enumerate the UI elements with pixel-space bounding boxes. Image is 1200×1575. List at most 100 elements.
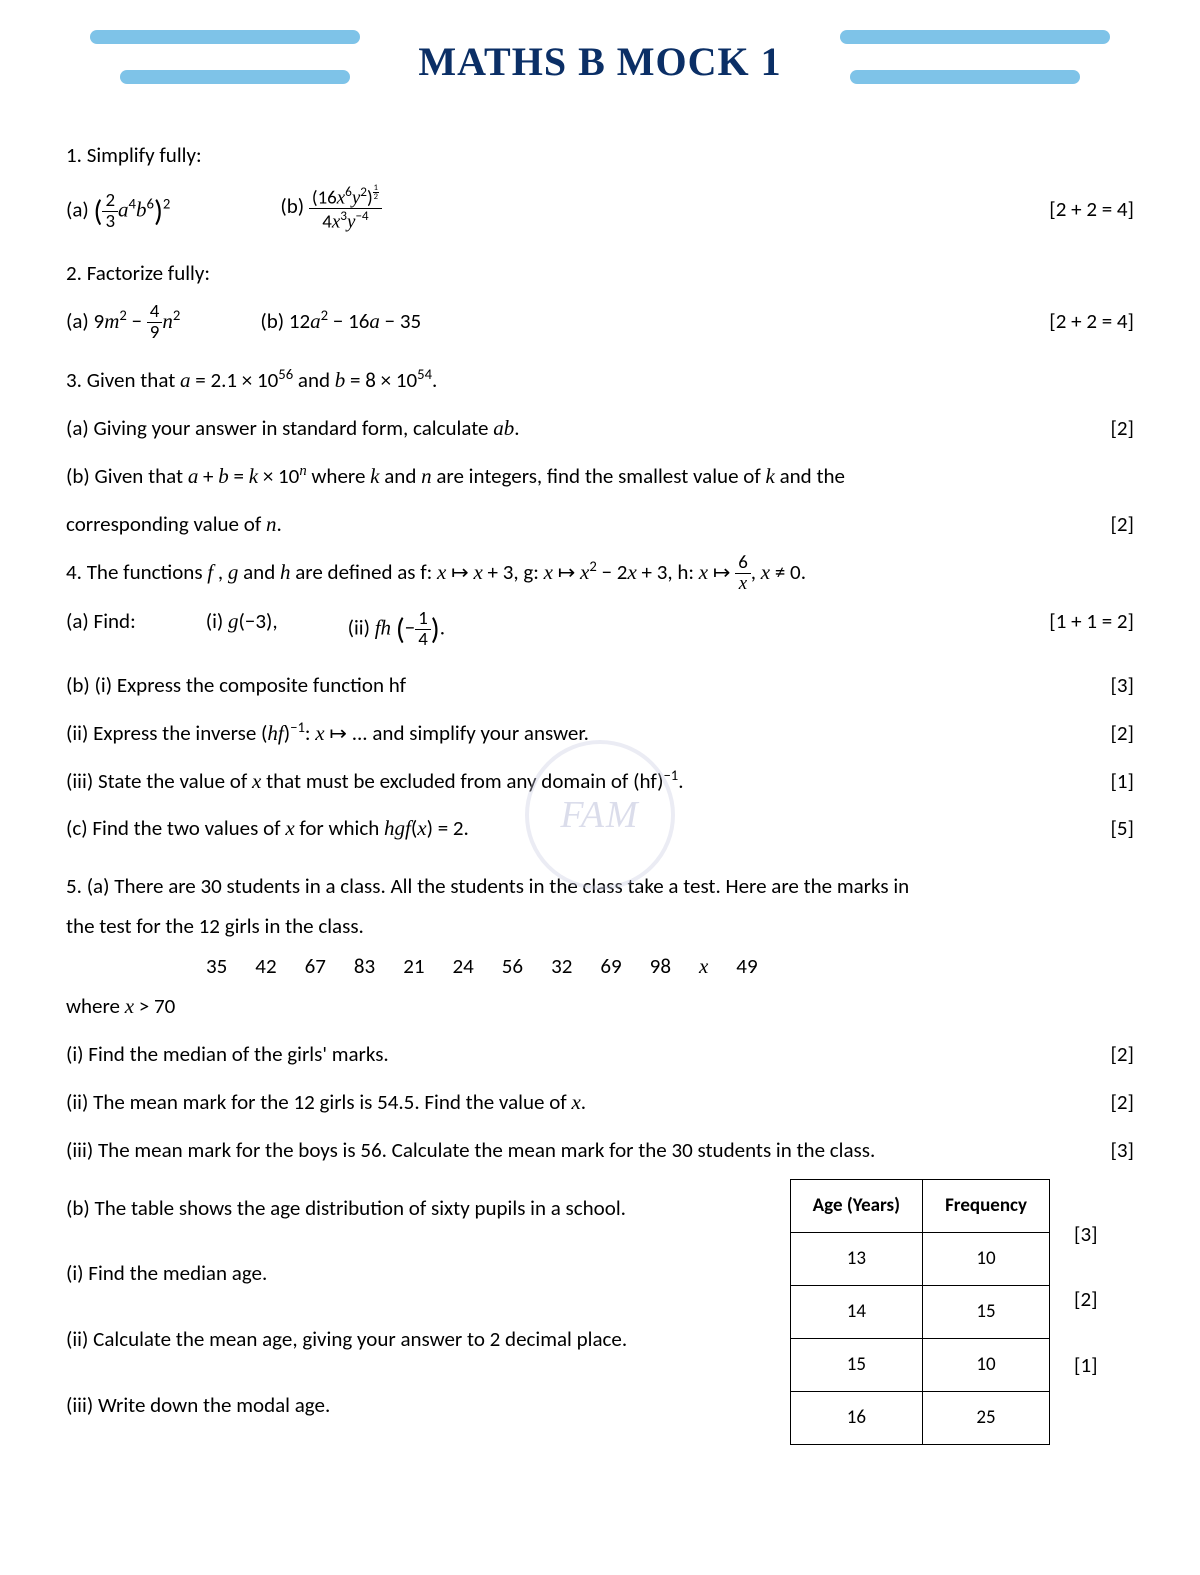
marks-list-item: 67	[305, 947, 326, 987]
q3b-mid: where	[307, 463, 370, 489]
q1b-label: (b)	[280, 193, 304, 219]
q5biii-text: (iii) Write down the modal age.	[66, 1386, 330, 1426]
q4a-ii-label: (ii)	[348, 614, 375, 640]
marks-list-item: 21	[403, 947, 424, 987]
q5a-marks-list: 35426783212456326998x49	[206, 947, 1134, 987]
q3a-marks: [2]	[1094, 409, 1134, 449]
q5a-intro1: 5. (a) There are 30 students in a class.…	[66, 867, 1134, 907]
q4biii-marks: [1]	[1094, 762, 1134, 802]
q1a: (a) (23a4b6)2	[66, 184, 170, 240]
marks-list-item: 49	[736, 947, 757, 987]
q4biii-post: that must be excluded from any domain of…	[261, 768, 663, 794]
q5a-where-label: where	[66, 993, 125, 1019]
q3b-tail: and the	[775, 463, 845, 489]
q3-intro-pre: 3. Given that	[66, 367, 180, 393]
q3b-line2-pre: corresponding value of	[66, 511, 266, 537]
marks-list-item: 83	[354, 947, 375, 987]
table-row: 1625	[790, 1391, 1049, 1444]
page: MATHS B MOCK 1 FAM 1. Simplify fully: (a…	[0, 0, 1200, 1575]
q4a-label: (a) Find:	[66, 602, 136, 658]
table-row: 1415	[790, 1285, 1049, 1338]
q5aii-row: (ii) The mean mark for the 12 girls is 5…	[66, 1083, 1134, 1123]
table-cell: 10	[923, 1338, 1050, 1391]
q5aiii-text: (iii) The mean mark for the boys is 56. …	[66, 1131, 1094, 1171]
q4a-i: (i) g(−3),	[206, 602, 278, 658]
content: 1. Simplify fully: (a) (23a4b6)2 (b) (16…	[60, 136, 1140, 1452]
table-cell: 14	[790, 1285, 922, 1338]
q5ai-marks: [2]	[1094, 1035, 1134, 1075]
q5b-table: Age (Years)Frequency 1310141515101625	[790, 1179, 1050, 1445]
q5a-intro2: the test for the 12 girls in the class.	[66, 907, 1134, 947]
table-cell: 15	[790, 1338, 922, 1391]
marks-list-item: 32	[551, 947, 572, 987]
marks-list-item: 56	[502, 947, 523, 987]
q5aii-marks: [2]	[1094, 1083, 1134, 1123]
q1a-label: (a)	[66, 196, 89, 222]
q5bi-text: (i) Find the median age.	[66, 1254, 267, 1294]
marks-list-item: 42	[255, 947, 276, 987]
q2b-label: (b)	[260, 308, 284, 334]
q1-row: (a) (23a4b6)2 (b) (16x6y2)124x3y−4 [2 + …	[66, 184, 1134, 240]
q4-intro: 4. The functions f , g and h are defined…	[66, 553, 1134, 594]
q5b-intro: (b) The table shows the age distribution…	[66, 1189, 626, 1229]
q2-row: (a) 9m2 − 49n2 (b) 12a2 − 16a − 35 [2 + …	[66, 302, 1134, 343]
q5bi-marks: [3]	[1074, 1215, 1098, 1255]
marks-list-item: 35	[206, 947, 227, 987]
q3b-post: are integers, find the smallest value of	[432, 463, 766, 489]
q4bi-text: (b) (i) Express the composite function h…	[66, 666, 1094, 706]
q4bii-tail: ... and simplify your answer.	[347, 720, 589, 746]
q4bi-row: (b) (i) Express the composite function h…	[66, 666, 1134, 706]
q4-intro-mid: and	[238, 559, 280, 585]
q4biii-row: (iii) State the value of x that must be …	[66, 762, 1134, 802]
q4a-ii: (ii) fh (−14).	[348, 602, 445, 658]
page-title: MATHS B MOCK 1	[60, 38, 1140, 85]
q3-intro: 3. Given that a = 2.1 × 1056 and b = 8 ×…	[66, 361, 1134, 401]
q5bii-marks: [2]	[1074, 1280, 1098, 1320]
q3b-line2: corresponding value of n. [2]	[66, 505, 1134, 545]
q2-marks: [2 + 2 = 4]	[1033, 302, 1134, 342]
q4a-i-label: (i)	[206, 608, 228, 634]
q1-prompt: 1. Simplify fully:	[66, 136, 1134, 176]
q5b-marks-col: [3] [2] [1]	[1074, 1179, 1134, 1413]
q4bii-pre: (ii) Express the inverse	[66, 720, 261, 746]
table-cell: 15	[923, 1285, 1050, 1338]
q4a-row: (a) Find: (i) g(−3), (ii) fh (−14). [1 +…	[66, 602, 1134, 658]
q2b: (b) 12a2 − 16a − 35	[260, 302, 421, 343]
q4c-post: for which	[295, 815, 384, 841]
q4bii-row: (ii) Express the inverse (hf)−1: x ↦ ...…	[66, 714, 1134, 754]
q4-intro-pre: 4. The functions	[66, 559, 207, 585]
q4a-marks: [1 + 1 = 2]	[1033, 602, 1134, 642]
marks-list-item: x	[699, 947, 708, 987]
q4c-pre: (c) Find the two values of	[66, 815, 285, 841]
q5aiii-marks: [3]	[1094, 1131, 1134, 1171]
q5bii-text: (ii) Calculate the mean age, giving your…	[66, 1320, 627, 1360]
q4bi-marks: [3]	[1094, 666, 1134, 706]
table-row: 1310	[790, 1232, 1049, 1285]
q5ai-text: (i) Find the median of the girls' marks.	[66, 1035, 1094, 1075]
q3b-marks: [2]	[1094, 505, 1134, 545]
q4bii-marks: [2]	[1094, 714, 1134, 754]
q4biii-pre: (iii) State the value of	[66, 768, 252, 794]
q5b-wrap: (b) The table shows the age distribution…	[66, 1179, 1134, 1453]
table-header: Frequency	[923, 1179, 1050, 1232]
q3b-line1: (b) Given that a + b = k × 10n where k a…	[66, 457, 1134, 497]
q3b-pre: (b) Given that	[66, 463, 188, 489]
table-header: Age (Years)	[790, 1179, 922, 1232]
q1-marks: [2 + 2 = 4]	[1033, 190, 1134, 230]
table-cell: 13	[790, 1232, 922, 1285]
q3-intro-post: .	[432, 367, 437, 393]
q1b: (b) (16x6y2)124x3y−4	[280, 184, 382, 240]
table-cell: 10	[923, 1232, 1050, 1285]
q5a-where: where x > 70	[66, 987, 1134, 1027]
marks-list-item: 24	[452, 947, 473, 987]
q5b-table-wrap: Age (Years)Frequency 1310141515101625	[790, 1179, 1050, 1445]
table-cell: 25	[923, 1391, 1050, 1444]
q2-prompt: 2. Factorize fully:	[66, 254, 1134, 294]
q2a: (a) 9m2 − 49n2	[66, 302, 180, 343]
q3a-row: (a) Giving your answer in standard form,…	[66, 409, 1134, 449]
header-decoration: MATHS B MOCK 1	[60, 30, 1140, 110]
marks-list-item: 98	[650, 947, 671, 987]
table-cell: 16	[790, 1391, 922, 1444]
q4c-row: (c) Find the two values of x for which h…	[66, 809, 1134, 849]
q3a-text: (a) Giving your answer in standard form,…	[66, 415, 493, 441]
